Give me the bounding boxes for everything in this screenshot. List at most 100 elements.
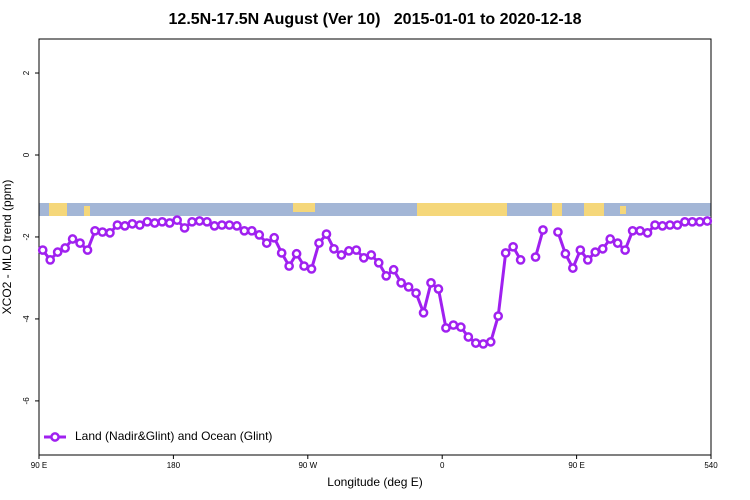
point <box>657 221 668 231</box>
x-tick-label: 540 <box>704 461 718 470</box>
point <box>202 216 212 227</box>
y-tick-label: -2 <box>22 233 31 241</box>
point <box>284 261 294 271</box>
point <box>590 247 601 257</box>
y-tick-label: 2 <box>22 70 31 75</box>
point <box>149 218 160 228</box>
point <box>396 278 406 288</box>
point <box>52 247 63 257</box>
x-tick-label: 90 E <box>31 461 47 470</box>
point <box>560 248 571 259</box>
point <box>246 225 257 236</box>
x-tick-label: 90 E <box>568 461 584 470</box>
point <box>620 245 630 255</box>
point <box>381 271 392 281</box>
point <box>605 234 616 244</box>
y-tick-label: 0 <box>22 152 31 157</box>
point <box>299 261 309 271</box>
point <box>553 227 563 237</box>
point <box>538 225 548 235</box>
point <box>373 257 384 268</box>
point <box>209 221 220 231</box>
point <box>500 248 511 258</box>
point <box>314 238 324 248</box>
point <box>388 264 399 275</box>
point <box>217 220 227 230</box>
point <box>515 255 526 265</box>
point <box>694 216 705 227</box>
point <box>358 253 369 263</box>
point <box>493 311 504 321</box>
point <box>568 263 578 273</box>
point <box>612 238 623 248</box>
point <box>403 282 414 292</box>
y-tick-label: -4 <box>22 315 31 323</box>
point <box>291 248 302 259</box>
point <box>321 229 332 239</box>
point <box>508 241 518 252</box>
y-axis-label: XCO2 - MLO trend (ppm) <box>0 180 14 315</box>
x-axis-label: Longitude (deg E) <box>327 475 422 489</box>
point <box>627 225 638 236</box>
point <box>433 284 444 294</box>
map-strip <box>39 203 711 216</box>
point <box>329 243 339 254</box>
plot: 90 E 180 90 W 0 90 E 540 2 0 -2 -4 -6 Land (Nadir&G… <box>22 70 718 470</box>
point <box>45 255 56 265</box>
point <box>597 243 608 254</box>
point <box>37 245 48 255</box>
legend-label: Land (Nadir&Glint) and Ocean (Glint) <box>75 429 272 443</box>
point <box>680 216 690 227</box>
point <box>672 220 683 230</box>
point <box>261 238 272 248</box>
point <box>90 225 100 236</box>
point <box>127 218 138 229</box>
point <box>470 338 481 348</box>
point <box>642 228 653 238</box>
point <box>75 238 85 248</box>
point <box>687 216 698 227</box>
point <box>650 220 660 230</box>
point <box>344 246 354 256</box>
point <box>702 216 713 226</box>
point <box>456 322 466 332</box>
point <box>157 216 168 227</box>
point <box>60 243 70 253</box>
point <box>485 337 496 347</box>
point <box>411 288 421 298</box>
point <box>582 255 593 265</box>
point <box>172 215 182 226</box>
point <box>269 232 280 243</box>
point <box>105 228 115 238</box>
point <box>142 216 153 227</box>
point <box>366 250 377 260</box>
x-tick-label: 0 <box>440 461 445 470</box>
point <box>276 248 287 258</box>
point <box>530 252 541 262</box>
point <box>336 250 347 260</box>
point <box>224 220 235 230</box>
point <box>463 332 474 342</box>
point <box>254 230 265 240</box>
point <box>179 223 190 233</box>
point <box>194 216 205 226</box>
point <box>67 234 78 244</box>
point <box>232 221 242 231</box>
point <box>418 307 429 318</box>
point <box>134 220 145 230</box>
point <box>665 220 675 230</box>
point <box>426 278 436 288</box>
point <box>120 221 130 231</box>
point <box>239 225 250 236</box>
point <box>575 245 586 255</box>
chart-title: 12.5N-17.5N August (Ver 10) 2015-01-01 t… <box>169 11 582 28</box>
point <box>441 323 451 333</box>
point <box>448 320 459 330</box>
legend-marker <box>50 432 60 442</box>
point <box>82 245 93 255</box>
y-tick-label: -6 <box>22 397 31 405</box>
point <box>635 225 645 236</box>
plot-frame <box>38 38 712 456</box>
